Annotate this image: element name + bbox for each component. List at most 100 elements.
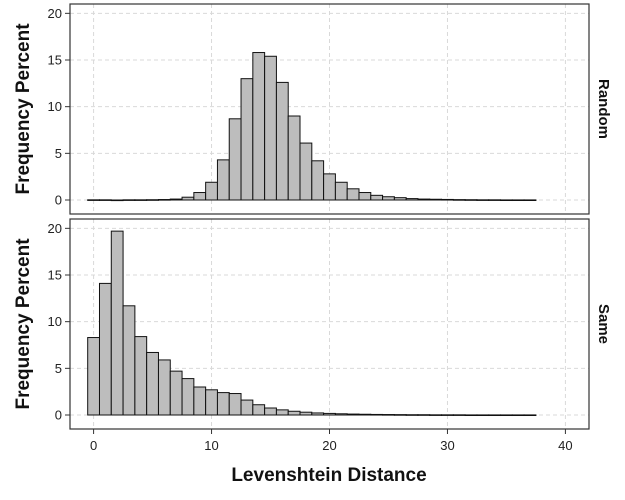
bar [205,389,218,416]
bar [110,199,124,202]
x-axis-title: Levenshtein Distance [231,465,426,486]
bar [488,414,502,417]
x-tick-label: 0 [90,438,97,453]
bar [500,414,513,417]
bar [323,412,336,416]
x-tick-label: 10 [204,438,218,453]
bar [358,192,372,201]
bar [488,199,502,201]
y-tick-label: 10 [48,99,62,114]
bar [452,199,466,201]
bar [523,414,537,417]
bar [240,78,254,201]
bar [393,414,407,416]
bar [87,337,100,416]
facet-label: Random [595,79,612,139]
x-tick-label: 40 [558,438,572,453]
bar [157,359,171,416]
bar [287,410,301,416]
bar [252,52,266,201]
bar [228,393,242,416]
y-tick-label: 5 [55,361,62,376]
bar [370,413,384,416]
bar [181,378,195,416]
bar [157,199,171,201]
y-tick-label: 10 [48,314,62,329]
bar [193,192,207,201]
bar [205,181,218,201]
bar [264,407,277,416]
y-tick-label: 20 [48,221,62,236]
bar [122,199,136,201]
bar [346,413,360,416]
bar [405,414,419,416]
bar [476,414,490,417]
bar [441,198,454,201]
bar [417,198,431,201]
bar [464,199,478,201]
bar [334,413,348,416]
x-tick-label: 20 [322,438,336,453]
x-tick-label: 30 [440,438,454,453]
y-tick-label: 0 [55,408,62,423]
bar [169,370,183,416]
bar [511,414,525,417]
bar [417,414,431,416]
bar [122,305,136,416]
bar [169,198,183,201]
bar [146,351,159,416]
bar [323,173,336,201]
bar [464,414,478,417]
y-tick-label: 0 [55,193,62,208]
bar [523,199,537,202]
panel-random: 0 5 10 15 20 Frequency Percent Random [13,3,612,215]
bar [216,159,230,201]
bar [358,413,372,416]
bar [98,282,112,416]
bar [228,118,242,201]
bar [452,414,466,416]
y-axis-title: Frequency Percent [13,238,34,410]
bar [275,81,289,201]
bar [311,412,325,416]
bar [216,392,230,416]
y-tick-label: 15 [48,53,62,68]
bar [429,198,443,201]
bar [98,199,112,201]
bar [275,409,289,416]
bar [146,199,159,201]
bar [382,414,395,416]
bar [334,181,348,201]
bar [87,199,100,201]
bar [370,194,384,201]
bar [382,196,395,201]
bar [346,188,360,201]
y-tick-label: 15 [48,268,62,283]
bar [311,160,325,201]
bar [441,414,454,416]
bar [476,199,490,201]
bar [110,230,124,416]
bar [252,404,266,416]
bar [511,199,525,202]
bar [500,199,513,202]
bar [193,386,207,416]
facet-label: Same [595,304,612,344]
bar [134,199,148,201]
bar [134,336,148,416]
y-axis-title: Frequency Percent [13,23,34,195]
panel-frame [69,3,590,215]
bar [299,142,313,201]
bar [181,196,195,201]
bar [264,55,277,201]
bar [299,411,313,416]
bar [393,197,407,201]
bar [287,115,301,201]
bar [429,414,443,416]
y-tick-label: 5 [55,146,62,161]
bar [405,198,419,201]
y-tick-label: 20 [48,6,62,21]
bar [240,399,254,416]
panel-same: 0 5 10 15 20 Frequency Percent Same [13,218,612,430]
